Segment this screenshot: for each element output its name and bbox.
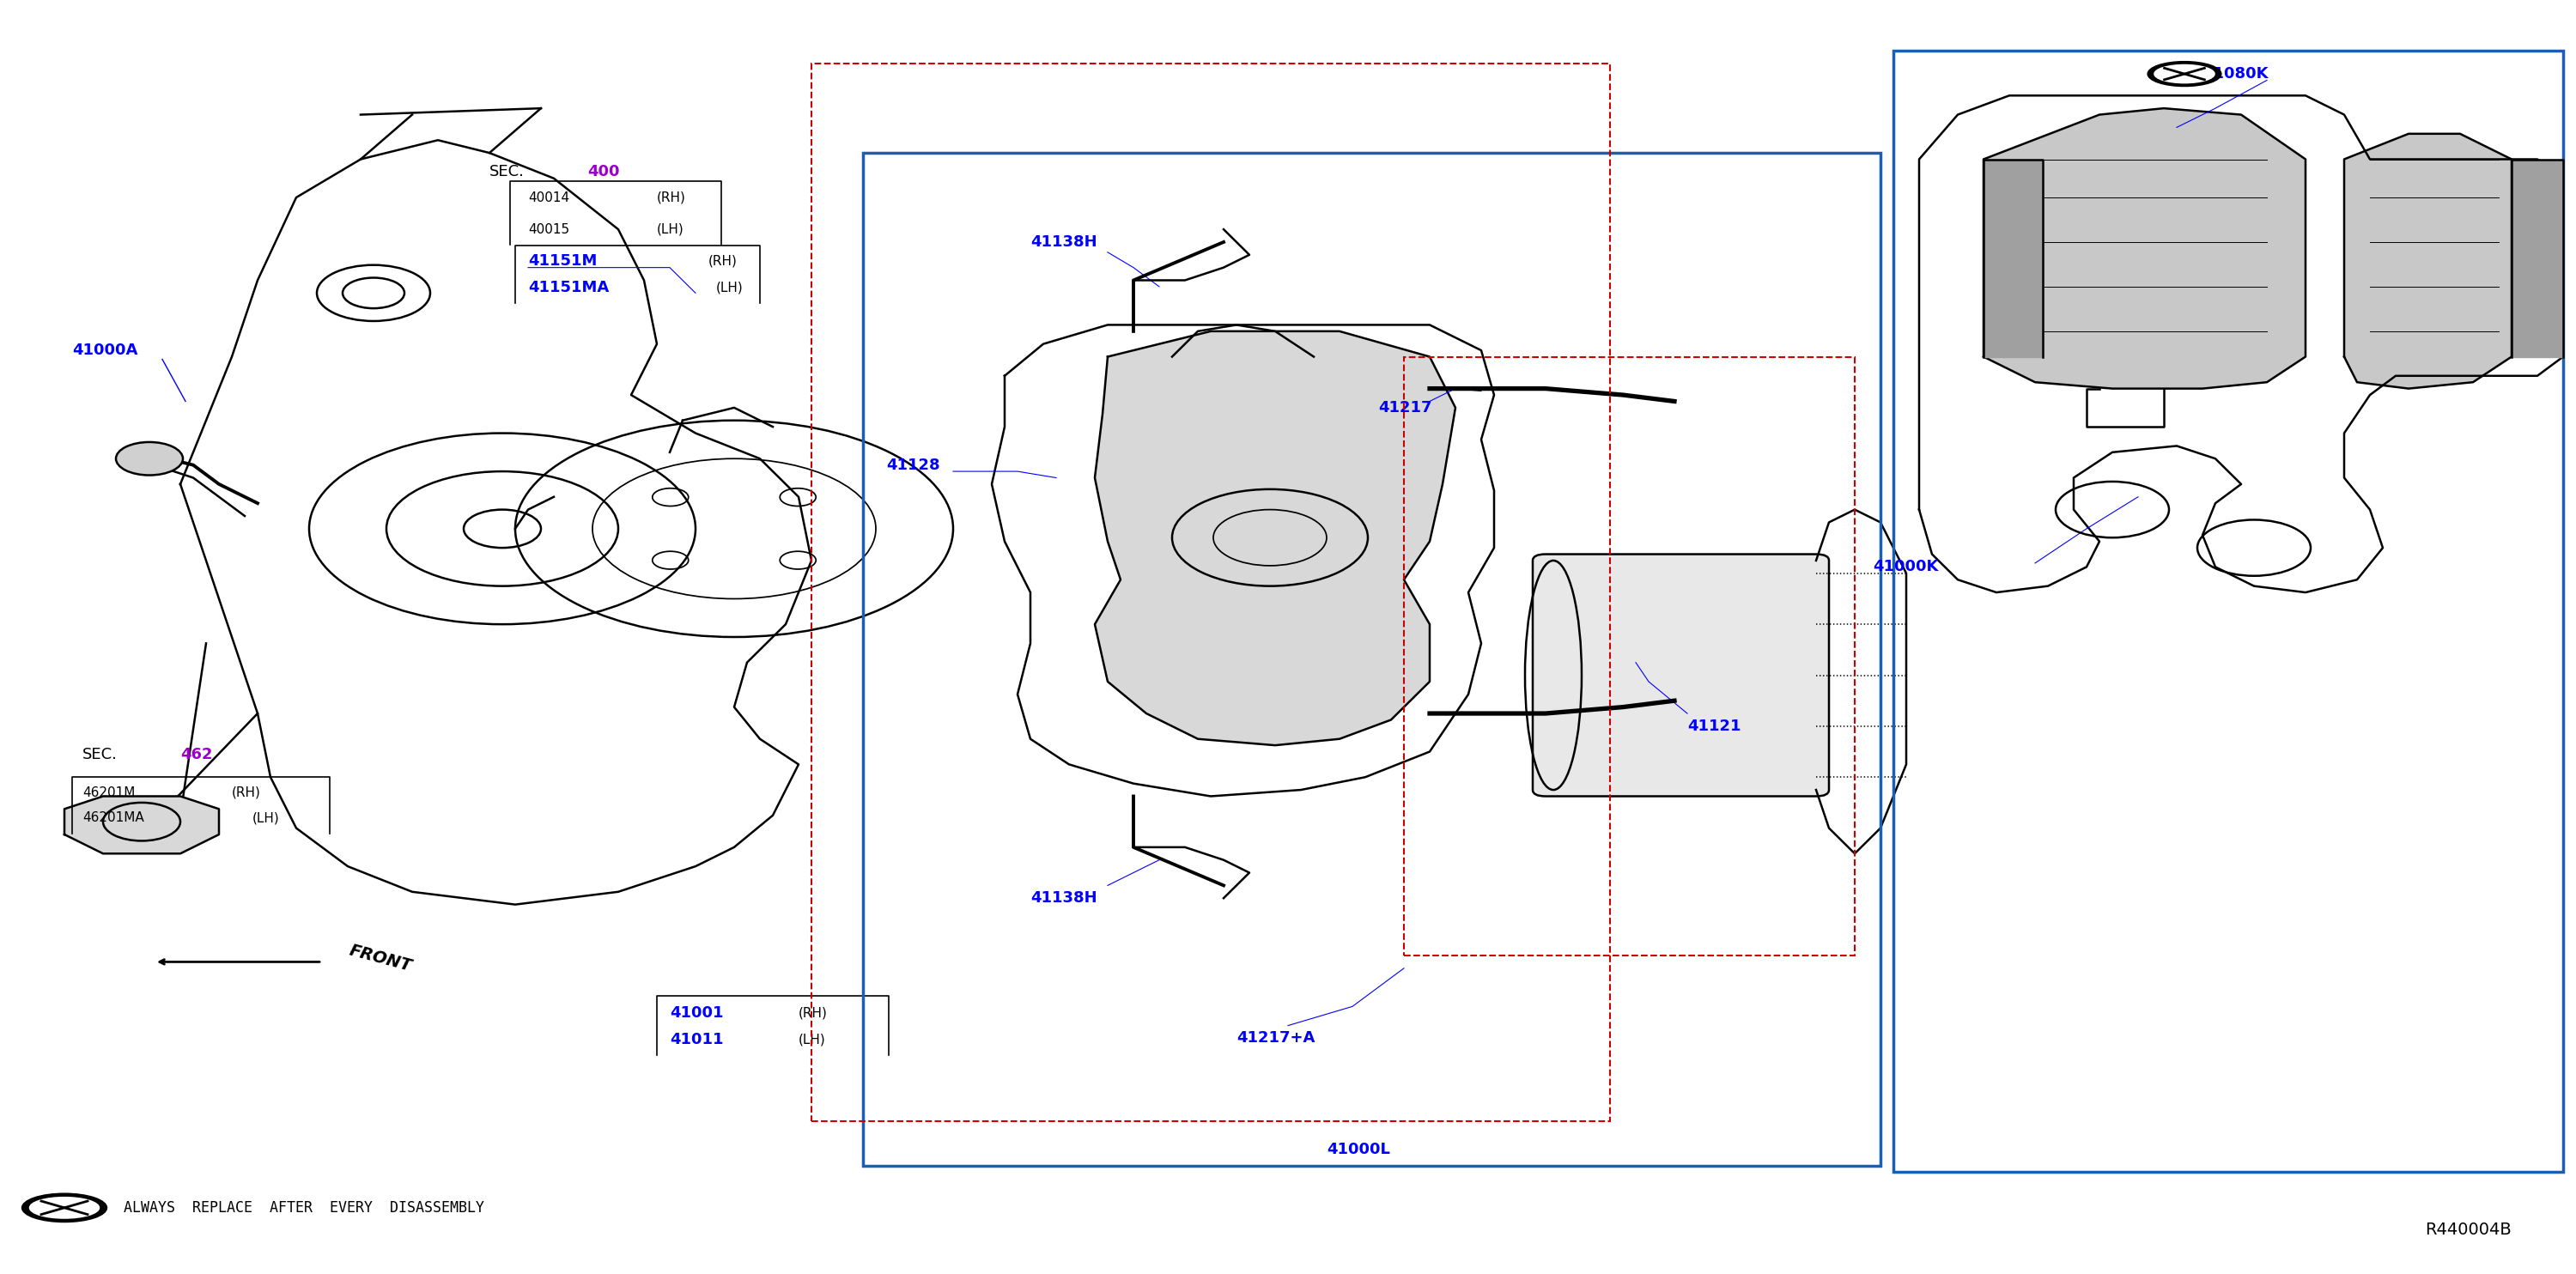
Bar bbox=[1404, 357, 1855, 956]
Ellipse shape bbox=[31, 1198, 98, 1218]
Text: 41000A: 41000A bbox=[72, 343, 137, 358]
Text: SEC.: SEC. bbox=[489, 164, 526, 180]
Text: 41001: 41001 bbox=[670, 1005, 724, 1020]
Ellipse shape bbox=[2148, 61, 2221, 87]
Ellipse shape bbox=[21, 1194, 106, 1222]
Text: 41080K: 41080K bbox=[2202, 66, 2267, 82]
Text: 41121: 41121 bbox=[1687, 719, 1741, 734]
Bar bbox=[811, 64, 1610, 1121]
Text: 41000K: 41000K bbox=[1873, 559, 1937, 575]
Text: 46201MA: 46201MA bbox=[82, 812, 144, 824]
Text: 41128: 41128 bbox=[886, 457, 940, 473]
Text: (RH): (RH) bbox=[657, 191, 685, 204]
Text: (RH): (RH) bbox=[799, 1006, 827, 1019]
Text: 400: 400 bbox=[587, 164, 618, 180]
Text: 41151M: 41151M bbox=[528, 254, 598, 269]
Text: (LH): (LH) bbox=[252, 812, 281, 824]
Polygon shape bbox=[64, 796, 219, 854]
Bar bbox=[863, 153, 1880, 1166]
Text: 41151MA: 41151MA bbox=[528, 280, 608, 296]
FancyBboxPatch shape bbox=[1533, 554, 1829, 796]
Text: 41011: 41011 bbox=[670, 1032, 724, 1047]
Text: 41000L: 41000L bbox=[1327, 1142, 1391, 1157]
Text: SEC.: SEC. bbox=[82, 747, 118, 762]
Circle shape bbox=[116, 442, 183, 475]
Text: (LH): (LH) bbox=[657, 223, 685, 236]
Text: (LH): (LH) bbox=[716, 282, 744, 294]
Text: FRONT: FRONT bbox=[348, 941, 415, 975]
Text: 41217+A: 41217+A bbox=[1236, 1031, 1314, 1046]
Text: 40015: 40015 bbox=[528, 223, 569, 236]
Text: 41138H: 41138H bbox=[1030, 234, 1097, 250]
Text: 462: 462 bbox=[180, 747, 211, 762]
Polygon shape bbox=[2344, 134, 2512, 389]
Text: ALWAYS  REPLACE  AFTER  EVERY  DISASSEMBLY: ALWAYS REPLACE AFTER EVERY DISASSEMBLY bbox=[124, 1200, 484, 1215]
Text: 46201M: 46201M bbox=[82, 786, 134, 799]
Text: 40014: 40014 bbox=[528, 191, 569, 204]
Polygon shape bbox=[1984, 159, 2043, 357]
Bar bbox=[1893, 51, 2563, 1172]
Text: (RH): (RH) bbox=[232, 786, 260, 799]
Text: (RH): (RH) bbox=[708, 255, 737, 268]
Text: R440004B: R440004B bbox=[2424, 1222, 2512, 1237]
Polygon shape bbox=[2512, 159, 2563, 357]
Text: 41138H: 41138H bbox=[1030, 891, 1097, 906]
Polygon shape bbox=[1095, 331, 1455, 745]
Polygon shape bbox=[1984, 108, 2306, 389]
Text: 41217: 41217 bbox=[1378, 400, 1432, 415]
Text: (LH): (LH) bbox=[799, 1033, 827, 1046]
Ellipse shape bbox=[2154, 65, 2215, 83]
